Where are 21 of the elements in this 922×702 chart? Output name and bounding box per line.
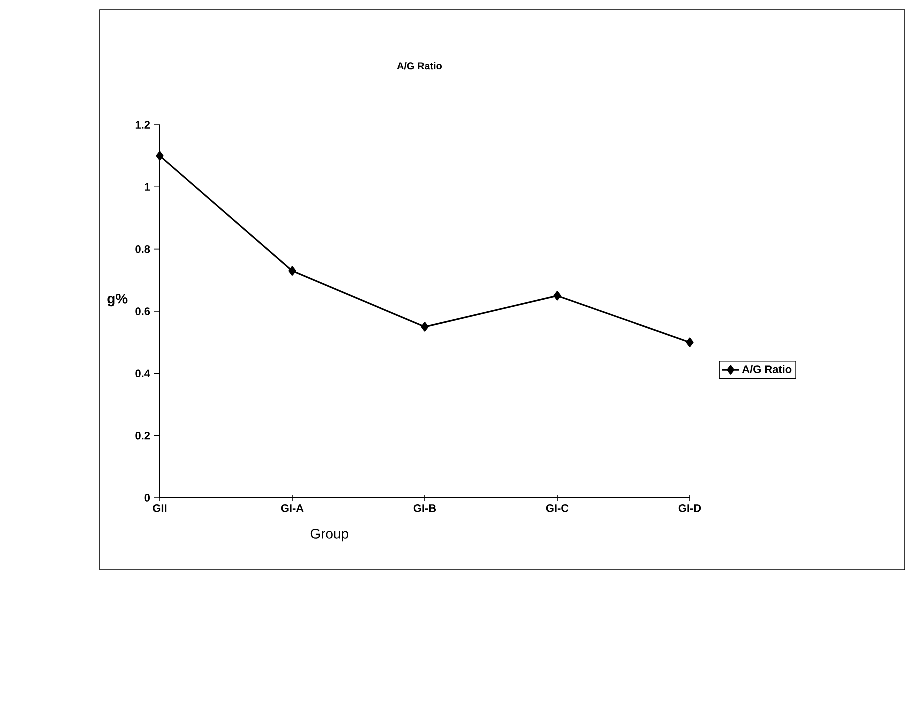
y-tick-label: 1 <box>145 183 150 191</box>
point <box>686 338 694 348</box>
y-tick-label: 0 <box>144 494 150 502</box>
x-tick-label: GI-A <box>281 504 304 512</box>
chart-title: A/G Ratio <box>397 62 442 70</box>
point <box>156 151 164 161</box>
y-tick-label: 0.6 <box>136 308 150 316</box>
point <box>421 322 429 332</box>
x-tick-label: GII <box>153 504 167 512</box>
x-axis-title: Group <box>310 528 348 542</box>
legend-label: A/G Ratio <box>742 365 792 374</box>
y-tick-label: 0.2 <box>136 432 150 440</box>
y-tick-label: 1.2 <box>136 121 150 129</box>
x-tick-label: GI-B <box>414 504 436 512</box>
y-tick-label: 0.4 <box>136 370 150 378</box>
y-axis-title: g% <box>108 294 128 307</box>
y-tick-label: 0.8 <box>136 245 150 254</box>
point <box>288 266 296 276</box>
x-tick-label: GI-D <box>678 504 702 512</box>
x-tick-label: GI-C <box>546 504 569 512</box>
point <box>554 291 562 301</box>
